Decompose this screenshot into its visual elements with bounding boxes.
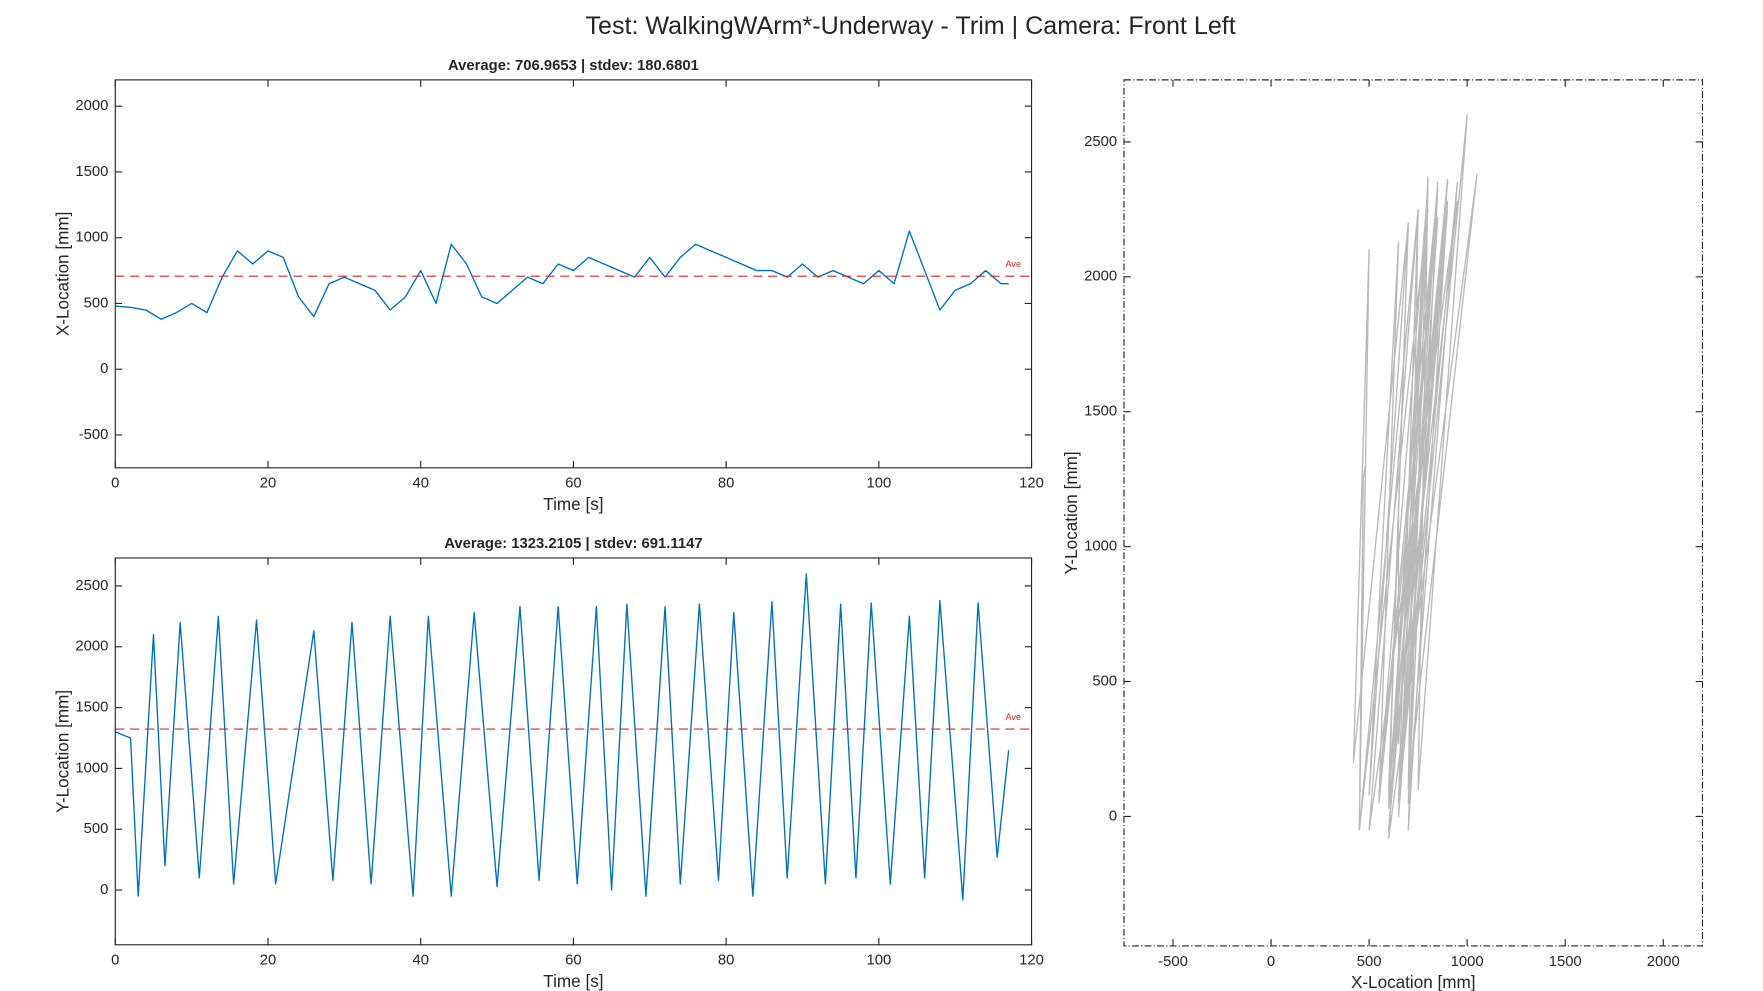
y-tick-label: 0 [100, 882, 108, 898]
x-tick-label: 100 [866, 476, 891, 492]
y-tick-label: 2500 [75, 578, 108, 594]
y-tick-label: 2000 [1084, 269, 1117, 285]
x-tick-label: 60 [565, 476, 582, 492]
x-tick-label: 20 [260, 476, 277, 492]
x-tick-label: -500 [1158, 954, 1188, 970]
axes-frame [1123, 79, 1704, 947]
y-tick-label: 1000 [1084, 539, 1117, 555]
trajectory [1352, 114, 1478, 839]
y-tick-label: -500 [79, 427, 109, 443]
x-axis-label: X-Location [mm] [1351, 973, 1476, 991]
x-tick-label: 0 [111, 476, 119, 492]
y-tick-label: 2000 [75, 98, 108, 114]
y-tick-label: 1000 [75, 760, 108, 776]
x-axis-label: Time [s] [543, 972, 603, 991]
x-tick-label: 80 [718, 476, 735, 492]
x-tick-label: 120 [1019, 953, 1044, 969]
y-tick-label: 0 [100, 361, 108, 377]
x-axis-label: Time [s] [543, 495, 603, 514]
average-label: Ave [1006, 259, 1022, 269]
data-line [115, 230, 1009, 320]
x-tick-label: 1500 [1549, 954, 1582, 970]
x-tick-label: 40 [412, 476, 429, 492]
average-label: Ave [1006, 712, 1022, 722]
y-tick-label: 2000 [75, 639, 108, 655]
x-tick-label: 2000 [1647, 954, 1680, 970]
y-tick-label: 1500 [75, 164, 108, 180]
x-tick-label: 100 [866, 953, 891, 969]
x-tick-label: 120 [1019, 476, 1044, 492]
axes-frame [114, 79, 1033, 469]
figure-title: Test: WalkingWArm*-Underway - Trim | Cam… [585, 12, 1235, 40]
data-line [115, 573, 1010, 901]
axes-frame [114, 557, 1033, 946]
y-axis-label: Y-Location [mm] [1062, 451, 1081, 574]
y-tick-label: 1500 [1084, 404, 1117, 420]
subplot-title: Average: 1323.2105 | stdev: 691.1147 [444, 536, 702, 552]
x-tick-label: 500 [1357, 954, 1382, 970]
y-tick-label: 1500 [75, 700, 108, 716]
subplot-title: Average: 706.9653 | stdev: 180.6801 [448, 58, 699, 74]
x-tick-label: 0 [111, 953, 119, 969]
x-tick-label: 1000 [1451, 954, 1484, 970]
x-tick-label: 40 [412, 953, 429, 969]
x-tick-label: 0 [1267, 954, 1275, 970]
y-tick-label: 500 [84, 821, 109, 837]
y-tick-label: 500 [84, 295, 109, 311]
y-axis-label: X-Location [mm] [53, 212, 72, 337]
y-tick-label: 2500 [1084, 134, 1117, 150]
y-tick-label: 0 [1109, 808, 1117, 824]
x-tick-label: 80 [718, 953, 735, 969]
y-tick-label: 1000 [75, 230, 108, 246]
x-tick-label: 20 [260, 953, 277, 969]
x-tick-label: 60 [565, 953, 582, 969]
y-tick-label: 500 [1092, 673, 1117, 689]
y-axis-label: Y-Location [mm] [53, 690, 72, 813]
